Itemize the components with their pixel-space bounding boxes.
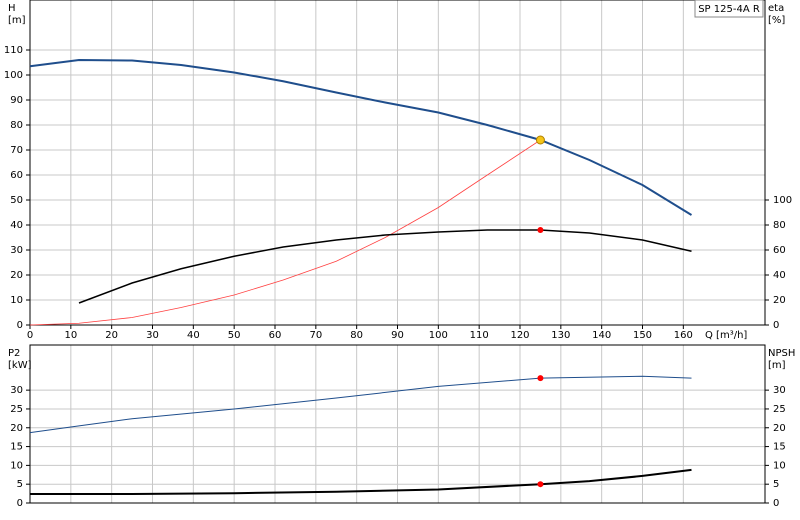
series-line xyxy=(30,468,692,495)
y2-axis-unit: [m] xyxy=(768,360,786,371)
series-line xyxy=(29,58,693,216)
x-tick-label: 40 xyxy=(187,330,200,341)
y2-tick-label: 25 xyxy=(773,404,786,415)
x-tick-label: 0 xyxy=(27,330,33,341)
y-tick-label: 15 xyxy=(10,442,23,453)
y-axis-unit: [kW] xyxy=(8,360,32,371)
y-tick-label: 90 xyxy=(10,95,23,106)
series-line xyxy=(29,139,541,326)
y2-tick-label: 0 xyxy=(773,498,779,509)
y-tick-label: 60 xyxy=(10,170,23,181)
x-tick-label: 150 xyxy=(633,330,652,341)
plot-border xyxy=(29,344,766,504)
y-tick-label: 70 xyxy=(10,145,23,156)
y2-axis-unit: [%] xyxy=(768,15,785,26)
y2-axis-label: eta xyxy=(768,3,784,14)
plot-border xyxy=(29,0,766,326)
x-tick-label: 140 xyxy=(592,330,611,341)
operating-point xyxy=(537,375,544,382)
y2-tick-label: 0 xyxy=(773,320,779,331)
y-tick-label: 0 xyxy=(17,498,23,509)
y2-tick-label: 5 xyxy=(773,479,779,490)
y-tick-label: 80 xyxy=(10,120,23,131)
y2-tick-label: 60 xyxy=(773,245,786,256)
y2-tick-label: 100 xyxy=(773,195,792,206)
y2-tick-label: 15 xyxy=(773,442,786,453)
y-tick-label: 110 xyxy=(4,45,23,56)
operating-point xyxy=(537,227,544,233)
y2-tick-label: 80 xyxy=(773,220,786,231)
x-tick-label: 130 xyxy=(551,330,570,341)
series-line xyxy=(78,229,692,304)
y-axis-label: H xyxy=(8,3,16,14)
y-tick-label: 100 xyxy=(4,70,23,81)
operating-point xyxy=(535,135,545,145)
x-axis-label: Q [m³/h] xyxy=(705,330,747,341)
operating-point xyxy=(537,481,544,488)
y-tick-label: 20 xyxy=(10,270,23,281)
x-tick-label: 90 xyxy=(391,330,404,341)
y-tick-label: 30 xyxy=(10,385,23,396)
y-axis-label: P2 xyxy=(8,348,20,359)
y-tick-label: 10 xyxy=(10,460,23,471)
x-tick-label: 100 xyxy=(429,330,448,341)
y-tick-label: 5 xyxy=(17,479,23,490)
y-tick-label: 50 xyxy=(10,195,23,206)
x-tick-label: 50 xyxy=(228,330,241,341)
x-tick-label: 120 xyxy=(510,330,529,341)
title-box xyxy=(694,0,764,18)
y2-tick-label: 20 xyxy=(773,295,786,306)
y-tick-label: 25 xyxy=(10,404,23,415)
y2-tick-label: 30 xyxy=(773,385,786,396)
x-tick-label: 160 xyxy=(674,330,693,341)
y2-tick-label: 10 xyxy=(773,460,786,471)
y2-tick-label: 20 xyxy=(773,423,786,434)
x-tick-label: 60 xyxy=(269,330,282,341)
y-tick-label: 0 xyxy=(17,320,23,331)
x-tick-label: 20 xyxy=(105,330,118,341)
x-tick-label: 70 xyxy=(309,330,322,341)
y-axis-unit: [m] xyxy=(8,15,26,26)
x-tick-label: 80 xyxy=(350,330,363,341)
y-tick-label: 20 xyxy=(10,423,23,434)
y2-tick-label: 40 xyxy=(773,270,786,281)
y-tick-label: 10 xyxy=(10,295,23,306)
chart-title: SP 125-4A R xyxy=(698,4,760,15)
x-tick-label: 110 xyxy=(470,330,489,341)
x-tick-label: 10 xyxy=(64,330,77,341)
x-tick-label: 30 xyxy=(146,330,159,341)
series-line xyxy=(29,375,692,434)
y-tick-label: 40 xyxy=(10,220,23,231)
y-tick-label: 30 xyxy=(10,245,23,256)
y2-axis-label: NPSH xyxy=(768,348,795,359)
